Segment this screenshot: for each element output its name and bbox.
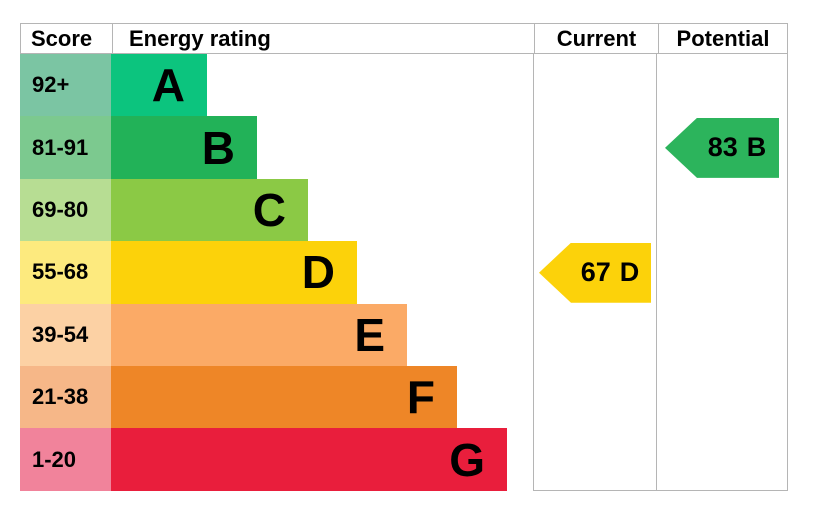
band-bar-a: A: [111, 54, 207, 117]
band-row-e: 39-54 E: [20, 303, 507, 366]
band-bar-e: E: [111, 303, 407, 366]
current-band-letter: D: [619, 257, 640, 288]
current-column-frame: [533, 54, 657, 491]
band-score-range-e: 39-54: [20, 303, 111, 366]
band-score-range-c: 69-80: [20, 178, 111, 242]
band-score-range-f: 21-38: [20, 365, 111, 429]
band-score-range-g: 1-20: [20, 428, 111, 491]
band-row-a: 92+ A: [20, 54, 507, 117]
potential-column-frame: [657, 54, 788, 491]
band-bar-d: D: [111, 241, 357, 304]
band-score-range-d: 55-68: [20, 241, 111, 304]
header-score: Score: [31, 25, 93, 51]
header-potential: Potential: [658, 24, 787, 53]
band-row-b: 81-91 B: [20, 116, 507, 179]
band-score-range-a: 92+: [20, 54, 111, 117]
band-row-f: 21-38 F: [20, 365, 507, 429]
band-bar-g: G: [111, 428, 507, 491]
chart-header: Score Energy rating Current Potential: [20, 23, 788, 54]
band-bar-c: C: [111, 178, 308, 242]
potential-score-value: 83: [707, 132, 738, 163]
band-score-range-b: 81-91: [20, 116, 111, 179]
band-row-g: 1-20 G: [20, 428, 507, 491]
header-energy-rating: Energy rating: [112, 24, 534, 53]
potential-band-letter: B: [746, 132, 767, 163]
band-bar-f: F: [111, 365, 457, 429]
band-row-d: 55-68 D: [20, 241, 507, 304]
header-current: Current: [534, 24, 658, 53]
rating-bands: 92+ A 81-91 B 69-80 C 55-68 D 39-54 E 21-38 F 1-20 G: [20, 54, 507, 491]
band-bar-b: B: [111, 116, 257, 179]
current-score-value: 67: [580, 257, 611, 288]
band-row-c: 69-80 C: [20, 178, 507, 242]
